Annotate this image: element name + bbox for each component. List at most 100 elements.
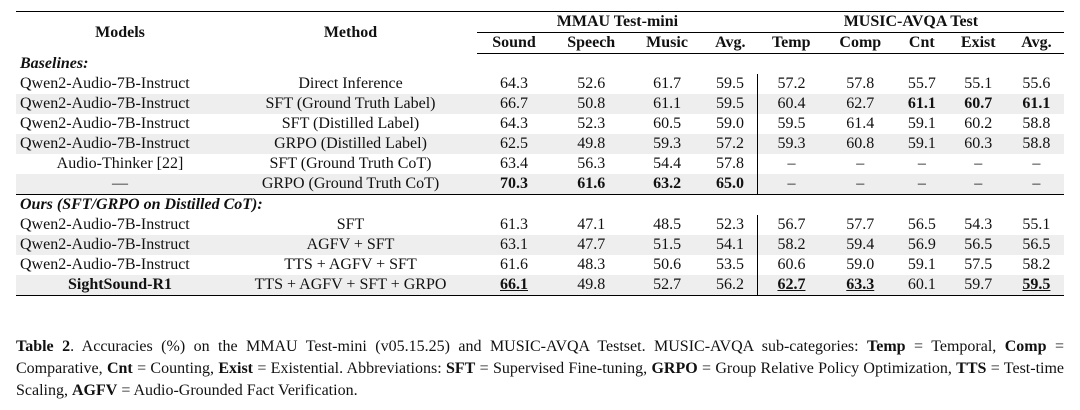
table-row: Audio-Thinker [22] SFT (Ground Truth CoT)…: [16, 154, 1064, 174]
caption-text: Comp: [1004, 338, 1047, 355]
table-cell: 61.3: [500, 216, 528, 233]
section-title: Baselines:: [20, 55, 89, 72]
table-cell: 60.2: [964, 115, 993, 132]
table-cell: 59.0: [702, 114, 759, 134]
table-cell: 54.4: [653, 155, 682, 172]
table-cell: 60.3: [947, 134, 1009, 154]
subheader-cell: Sound: [477, 32, 552, 54]
table-cell: –: [947, 174, 1009, 195]
table-section: Baselines: Qwen2-Audio-7B-Instruct Direct …: [16, 54, 1064, 195]
table-cell: 52.6: [577, 75, 606, 92]
table-cell: 60.7: [947, 94, 1009, 114]
table-cell: 59.5: [1008, 275, 1064, 296]
header-row: Models Method MMAU Test-mini MUSIC-AVQA …: [16, 11, 1064, 54]
table-cell: 57.2: [777, 75, 806, 92]
table-cell: 59.7: [947, 275, 1009, 296]
table-cell: 59.3: [757, 134, 825, 154]
table-cell: –: [1032, 155, 1041, 172]
table-cell: 54.1: [702, 235, 759, 255]
table-cell: AGFV + SFT: [224, 235, 477, 255]
table-cell: Qwen2-Audio-7B-Instruct: [16, 134, 224, 154]
table-cell: Direct Inference: [298, 75, 403, 92]
table-cell: 59.5: [702, 94, 759, 114]
table-row: — GRPO (Ground Truth CoT) 70.3 61.6 63.2 65.0…: [16, 174, 1064, 195]
table-caption: Table 2. Accuracies (%) on the MMAU Test…: [16, 336, 1064, 402]
caption-text: AGFV: [72, 382, 118, 399]
table-cell: 59.1: [907, 256, 936, 273]
caption-text: Table 2: [16, 338, 71, 355]
table-head: Models Method MMAU Test-mini MUSIC-AVQA …: [16, 11, 1064, 54]
table-cell: 59.4: [824, 235, 896, 255]
header-cell: Method: [224, 11, 477, 54]
subheader-cell: Exist: [947, 32, 1009, 54]
section-row: Baselines:: [16, 54, 1064, 75]
table-cell: Qwen2-Audio-7B-Instruct: [20, 115, 190, 132]
table-cell: 57.2: [702, 134, 759, 154]
table-cell: 49.8: [551, 275, 632, 296]
caption-text: . Accuracies (%) on the MMAU Test-mini (…: [70, 338, 868, 355]
caption-text: SFT: [445, 360, 476, 377]
table-cell: 64.3: [500, 115, 528, 132]
table-cell: 61.1: [631, 94, 703, 114]
subheader-row: Sound Speech Music Avg. Temp Comp Cnt Exist Avg.: [16, 32, 1064, 54]
table-cell: 59.1: [907, 115, 936, 132]
table-cell: 59.0: [846, 256, 875, 273]
table-section: Ours (SFT/GRPO on Distilled CoT): Qwen2-A…: [16, 195, 1064, 296]
subheader-cell: Music: [631, 32, 703, 54]
table-cell: 58.2: [1022, 256, 1051, 273]
table-cell: 62.7: [824, 94, 896, 114]
table-cell: 56.9: [896, 235, 948, 255]
table-cell: –: [896, 174, 948, 195]
caption-text: = Group Relative Policy Optimization,: [697, 360, 957, 377]
table-cell: 61.7: [653, 75, 682, 92]
table-row: Qwen2-Audio-7B-Instruct TTS + AGFV + SFT 6…: [16, 255, 1064, 275]
table-cell: 57.7: [846, 216, 875, 233]
caption-text: = Comparative,: [16, 338, 1064, 377]
table-cell: 55.6: [1022, 75, 1051, 92]
table-cell: 60.6: [777, 256, 806, 273]
table-row: Qwen2-Audio-7B-Instruct SFT (Ground Truth…: [16, 94, 1064, 114]
table-row: Qwen2-Audio-7B-Instruct SFT (Distilled La…: [16, 114, 1064, 134]
table-cell: 63.1: [477, 235, 552, 255]
table-cell: 63.2: [631, 174, 703, 195]
table-cell: GRPO (Ground Truth CoT): [224, 174, 477, 195]
table-cell: GRPO (Distilled Label): [224, 134, 477, 154]
table-cell: TTS + AGFV + SFT + GRPO: [224, 275, 477, 296]
caption-text: Exist: [218, 360, 253, 377]
table-cell: 51.5: [631, 235, 703, 255]
caption-text: = Test-time Scaling,: [16, 360, 1065, 399]
section-row: Ours (SFT/GRPO on Distilled CoT):: [16, 195, 1064, 216]
table-cell: SFT (Ground Truth Label): [224, 94, 477, 114]
caption-text: = Existential. Abbreviations:: [253, 360, 446, 377]
table-cell: 57.8: [702, 154, 759, 174]
table-cell: Qwen2-Audio-7B-Instruct: [20, 75, 190, 92]
table-cell: 55.1: [964, 75, 993, 92]
header-cell: MMAU Test-mini: [477, 11, 758, 33]
table-cell: 59.5: [777, 115, 806, 132]
table-cell: 64.3: [500, 75, 528, 92]
caption-text: = Supervised Fine-tuning,: [475, 360, 652, 377]
table-cell: 62.5: [477, 134, 552, 154]
table-cell: 59.5: [702, 74, 759, 94]
table-cell: –: [757, 174, 825, 195]
table-cell: –: [1008, 174, 1064, 195]
table-cell: 53.5: [702, 255, 759, 275]
caption-text: TTS: [956, 360, 987, 377]
table-cell: SFT (Distilled Label): [281, 115, 420, 132]
table-cell: 61.4: [846, 115, 875, 132]
table-cell: 57.5: [964, 256, 993, 273]
table-cell: SFT: [336, 216, 365, 233]
subheader-cell: Temp: [757, 32, 825, 54]
table-cell: 65.0: [702, 174, 759, 195]
table-cell: 54.3: [964, 216, 993, 233]
table-cell: 57.8: [846, 75, 875, 92]
table-cell: –: [917, 155, 926, 172]
caption-text: GRPO: [651, 360, 698, 377]
table-cell: –: [824, 174, 896, 195]
table-cell: 63.3: [824, 275, 896, 296]
table-cell: 60.4: [757, 94, 825, 114]
table-cell: Qwen2-Audio-7B-Instruct: [20, 256, 190, 273]
table-cell: 61.1: [896, 94, 948, 114]
table-row: Qwen2-Audio-7B-Instruct GRPO (Distilled L…: [16, 134, 1064, 154]
